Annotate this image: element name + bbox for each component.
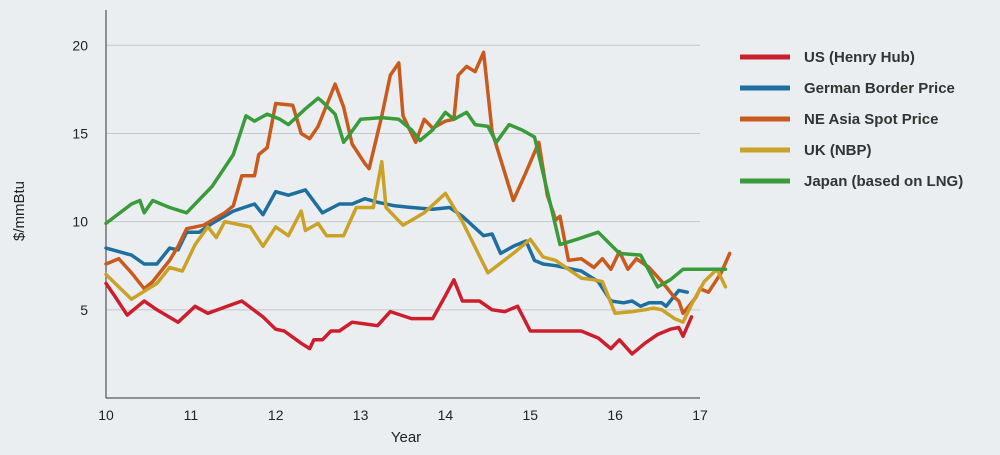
series-line-2 <box>104 50 732 316</box>
series-line-0 <box>104 278 694 356</box>
grid-lines <box>106 44 700 311</box>
x-tick-labels: 10 11 12 13 14 15 16 17 <box>98 407 708 423</box>
x-tick-label: 13 <box>353 407 369 423</box>
y-tick-label: 5 <box>80 302 88 318</box>
x-tick-label: 14 <box>438 407 454 423</box>
y-tick-labels: 5 10 15 20 <box>72 37 88 318</box>
legend-label: UK (NBP) <box>804 142 872 159</box>
x-tick-label: 12 <box>268 407 284 423</box>
x-tick-label: 16 <box>607 407 623 423</box>
x-tick-label: 17 <box>692 407 708 423</box>
series-line-3 <box>104 159 728 324</box>
x-tick-label: 11 <box>184 407 199 423</box>
series-lines <box>104 50 732 356</box>
legend-label: Japan (based on LNG) <box>804 173 963 190</box>
legend-label: German Border Price <box>804 80 955 97</box>
legend: US (Henry Hub) German Border Price NE Asia… <box>740 49 963 190</box>
legend-label: NE Asia Spot Price <box>804 111 939 128</box>
series-line-4 <box>104 96 728 289</box>
y-tick-label: 15 <box>72 125 88 141</box>
y-tick-label: 20 <box>72 37 88 53</box>
y-tick-label: 10 <box>72 214 88 230</box>
x-tick-label: 10 <box>98 407 114 423</box>
series-line-1 <box>104 188 690 309</box>
legend-label: US (Henry Hub) <box>804 49 915 66</box>
x-tick-label: 15 <box>522 407 538 423</box>
y-axis-title: $/mmBtu <box>11 181 28 241</box>
x-axis-title: Year <box>391 429 421 446</box>
